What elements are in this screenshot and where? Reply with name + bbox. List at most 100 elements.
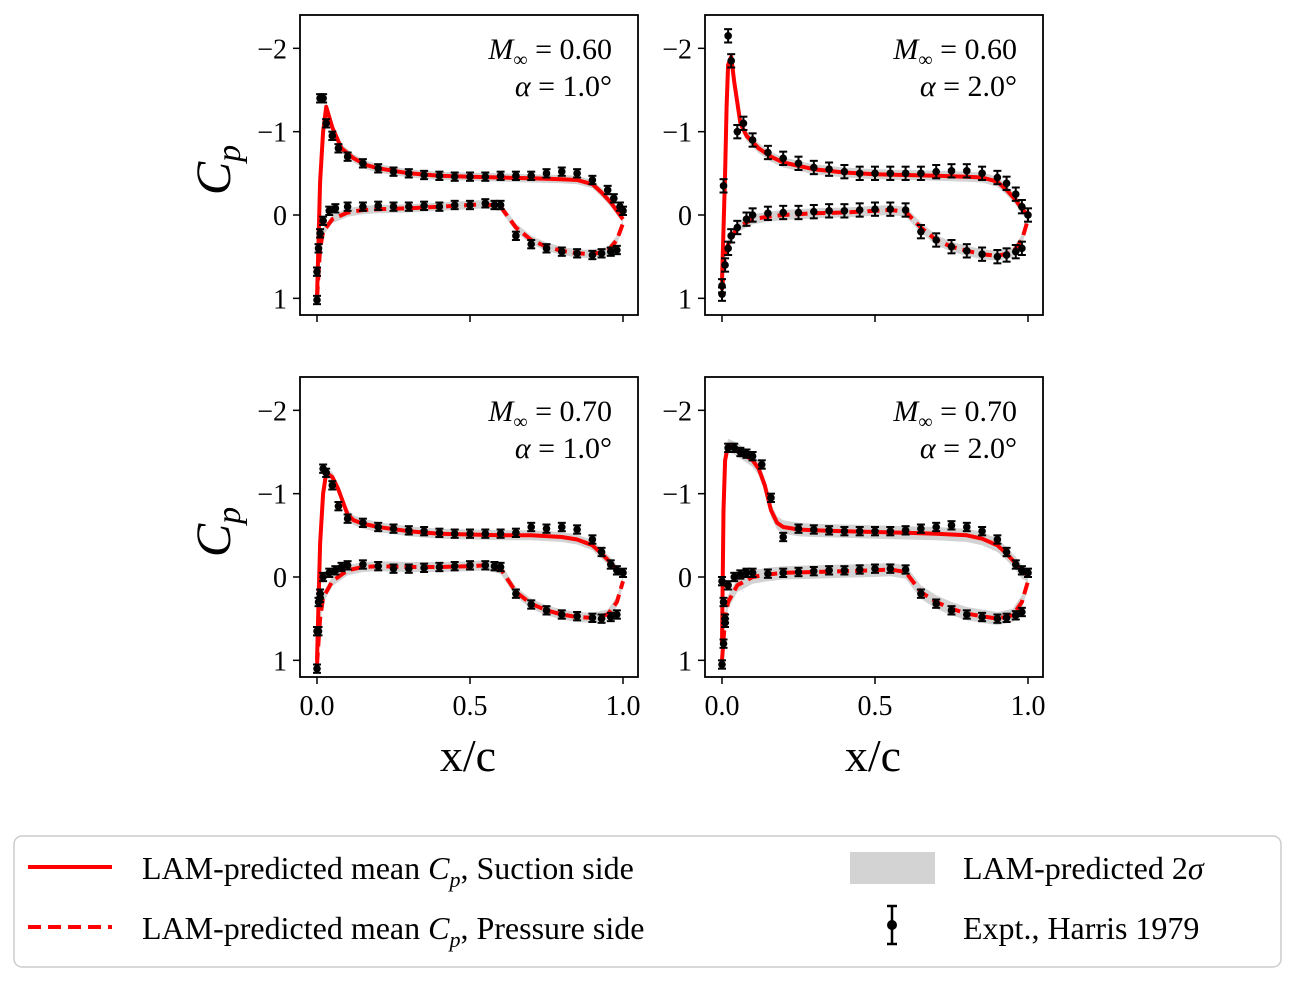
mach-annotation: M∞ = 0.70: [892, 395, 1017, 433]
expt-point: [404, 563, 413, 574]
expt-point: [322, 467, 331, 478]
expt-point: [588, 534, 597, 545]
expt-point: [916, 224, 925, 240]
expt-point: [343, 560, 352, 571]
legend-pressure-label: LAM-predicted mean Cp, Pressure side: [142, 910, 644, 952]
legend-suction-label: LAM-predicted mean Cp, Suction side: [142, 850, 634, 892]
expt-point: [809, 566, 818, 577]
expt-point: [481, 528, 490, 539]
expt-point: [1002, 175, 1011, 191]
x-axis-label: x/c: [845, 730, 901, 781]
expt-point: [358, 201, 367, 212]
expt-point: [871, 165, 879, 181]
expt-point: [435, 527, 444, 538]
expt-point: [619, 567, 627, 578]
plot-area: [718, 28, 1032, 302]
expt-point: [916, 523, 925, 534]
expt-point: [588, 249, 597, 261]
expt-point: [328, 480, 337, 491]
x-tick-label: 0.5: [858, 691, 893, 722]
expt-point: [319, 93, 328, 104]
plot-area: [313, 463, 627, 674]
expt-point: [331, 203, 340, 214]
expt-point: [1002, 612, 1011, 623]
expt-point: [947, 163, 956, 179]
alpha-annotation: α = 2.0°: [920, 70, 1017, 103]
expt-point: [840, 565, 849, 576]
y-tick-label: −1: [662, 118, 692, 149]
expt-point: [871, 526, 879, 537]
mach-annotation: M∞ = 0.60: [892, 33, 1017, 71]
mach-annotation: M∞ = 0.60: [487, 33, 612, 71]
expt-point: [794, 523, 803, 534]
expt-point: [527, 170, 536, 181]
expt-point: [612, 565, 621, 576]
expt-point: [619, 205, 627, 216]
expt-point: [542, 168, 551, 179]
expt-point: [404, 168, 413, 179]
expt-point: [1017, 606, 1026, 618]
subplot-1: −2 −1 0 1 Cp M∞ = 0.60α = 1.0°: [185, 14, 639, 322]
y-tick-label: 0: [273, 563, 287, 594]
expt-point: [721, 613, 730, 624]
expt-point: [343, 201, 352, 212]
expt-point: [588, 612, 597, 623]
expt-point: [420, 169, 429, 181]
expt-point: [825, 161, 834, 177]
expt-point: [840, 203, 849, 219]
expt-point: [496, 199, 505, 211]
expt-point: [993, 534, 1002, 545]
y-axis-label: Cp: [185, 145, 248, 195]
expt-point: [313, 266, 321, 277]
expt-point: [337, 561, 346, 573]
expt-point: [606, 611, 615, 623]
plot-area: [718, 438, 1032, 670]
expt-point: [1002, 247, 1011, 263]
expt-point: [748, 132, 757, 148]
y-tick-label: −2: [662, 396, 692, 427]
expt-point: [334, 501, 343, 512]
y-tick-label: 0: [273, 201, 287, 232]
expt-point: [573, 611, 582, 622]
expt-point: [1017, 240, 1026, 256]
expt-point: [1017, 199, 1026, 215]
expt-point: [466, 560, 474, 571]
expt-point: [313, 663, 321, 674]
expt-point: [319, 215, 328, 226]
expt-point: [1011, 244, 1020, 260]
expt-point: [736, 446, 745, 458]
y-tick-label: 1: [273, 284, 287, 315]
expt-point: [481, 560, 490, 571]
expt-point: [496, 170, 505, 181]
axes-frame: [704, 376, 1044, 678]
legend-expt-swatch: [887, 904, 897, 946]
axes-frame: [299, 14, 639, 316]
expt-point: [794, 204, 803, 221]
expt-point: [932, 232, 941, 248]
expt-point: [733, 219, 742, 236]
expt-point: [871, 201, 879, 217]
alpha-annotation: α = 1.0°: [515, 70, 612, 103]
expt-point: [794, 155, 803, 171]
expt-point: [757, 459, 766, 470]
expt-point: [779, 531, 788, 543]
expt-point: [597, 248, 606, 259]
x-axis-label: x/c: [440, 730, 496, 781]
expt-point: [727, 228, 736, 244]
expt-point: [718, 278, 726, 294]
pressure-mean-line: [720, 567, 1030, 661]
expt-point: [1024, 207, 1032, 223]
expt-point: [978, 246, 987, 262]
expt-point: [840, 164, 849, 180]
x-tick-label: 0.5: [453, 691, 488, 722]
expt-point: [404, 201, 413, 212]
expt-point: [763, 568, 772, 579]
expt-point: [527, 239, 536, 250]
y-tick-label: 1: [273, 646, 287, 677]
x-tick-label: 0.0: [300, 691, 335, 722]
y-axis-label: Cp: [185, 507, 248, 557]
alpha-annotation: α = 2.0°: [920, 432, 1017, 465]
expt-point: [527, 599, 536, 610]
expt-point: [886, 165, 895, 181]
